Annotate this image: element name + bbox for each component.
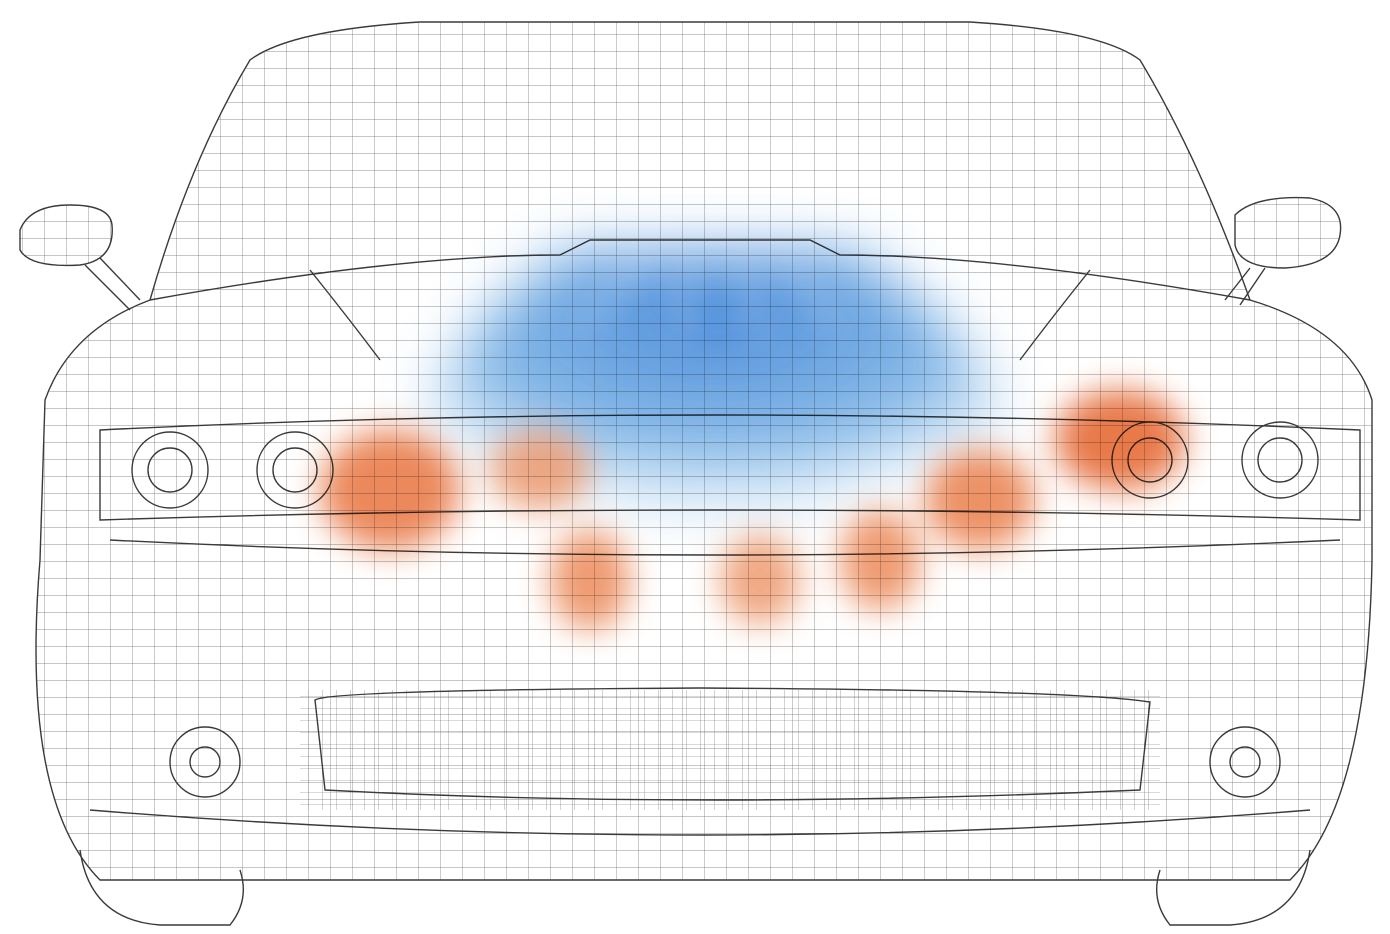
hot-airflow [320, 390, 1185, 630]
cold-airflow [420, 250, 1010, 560]
flow-streaks [577, 258, 843, 341]
mirrors [19, 196, 1342, 311]
airflow [320, 250, 1185, 630]
lights [131, 421, 1319, 798]
